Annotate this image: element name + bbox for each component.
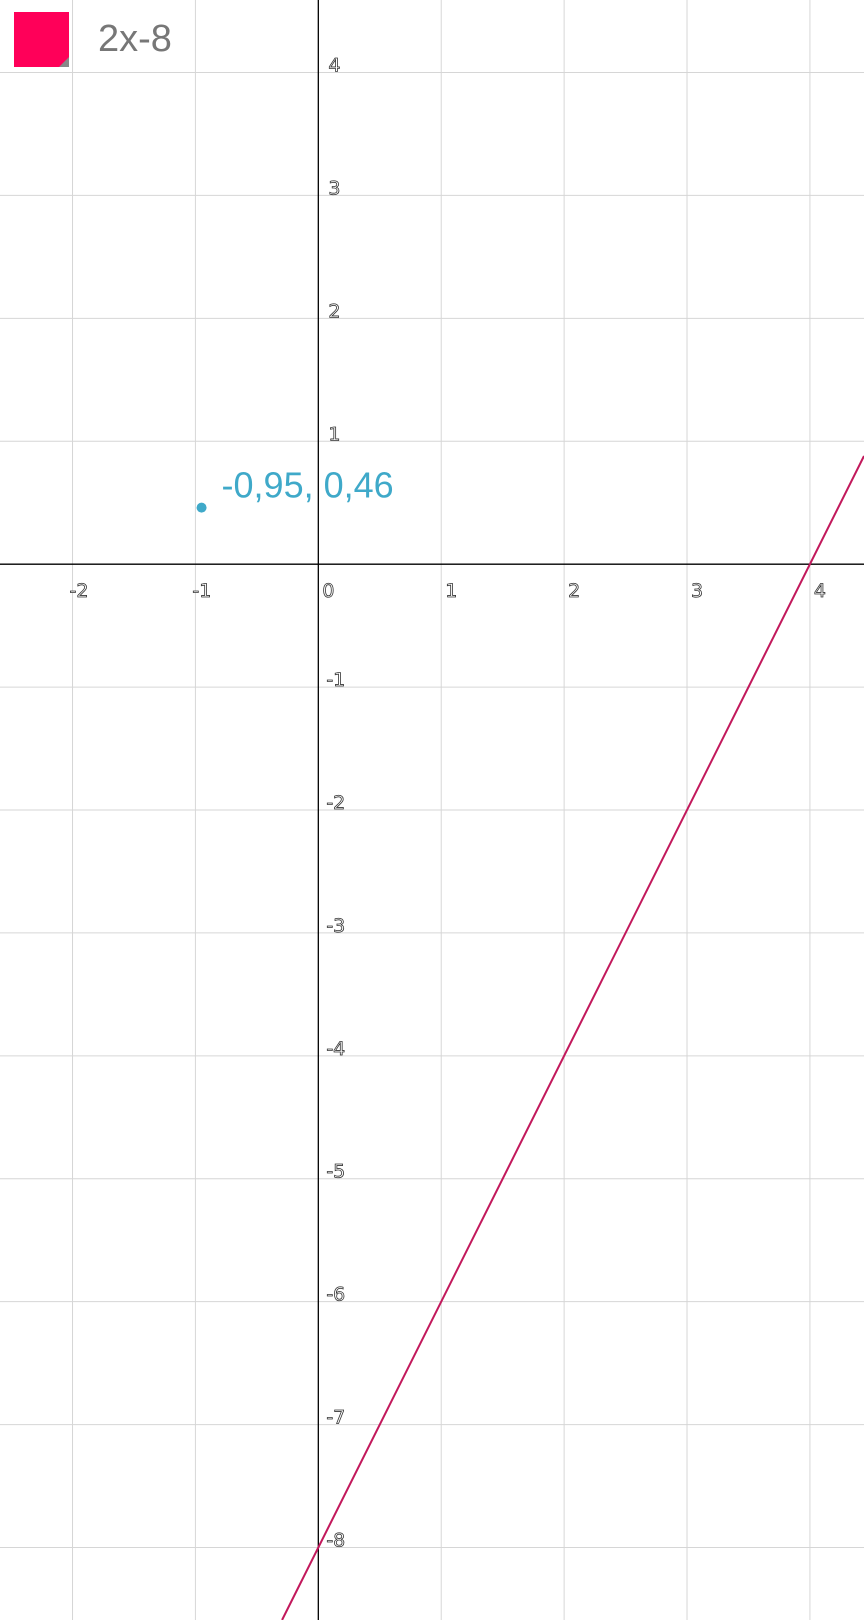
legend: 2x-8 [14,12,172,67]
x-tick-label: 4 [814,580,826,602]
y-tick-label: -6 [326,1284,345,1306]
trace-point [196,502,207,513]
x-tick-label: 0 [322,580,334,602]
y-tick-label: -3 [326,915,345,937]
y-tick-label: -5 [326,1161,345,1183]
x-tick-label: 3 [691,580,703,602]
y-tick-label: 4 [328,55,340,77]
y-tick-label: 2 [328,300,340,322]
legend-color-swatch[interactable] [14,12,69,67]
x-tick-label: -1 [192,580,211,602]
y-tick-label: 3 [328,177,340,199]
x-tick-label: 1 [445,580,457,602]
y-tick-label: -4 [326,1038,345,1060]
series-line [281,455,864,1620]
y-tick-label: -2 [326,792,345,814]
y-tick-label: -8 [326,1529,345,1551]
x-tick-label: -2 [70,580,89,602]
legend-label[interactable]: 2x-8 [98,18,172,60]
y-tick-label: -7 [326,1407,345,1429]
y-tick-label: -1 [326,669,345,691]
x-tick-label: 2 [568,580,580,602]
trace-point-label: -0,95, 0,46 [222,465,394,506]
y-tick-label: 1 [328,423,340,445]
